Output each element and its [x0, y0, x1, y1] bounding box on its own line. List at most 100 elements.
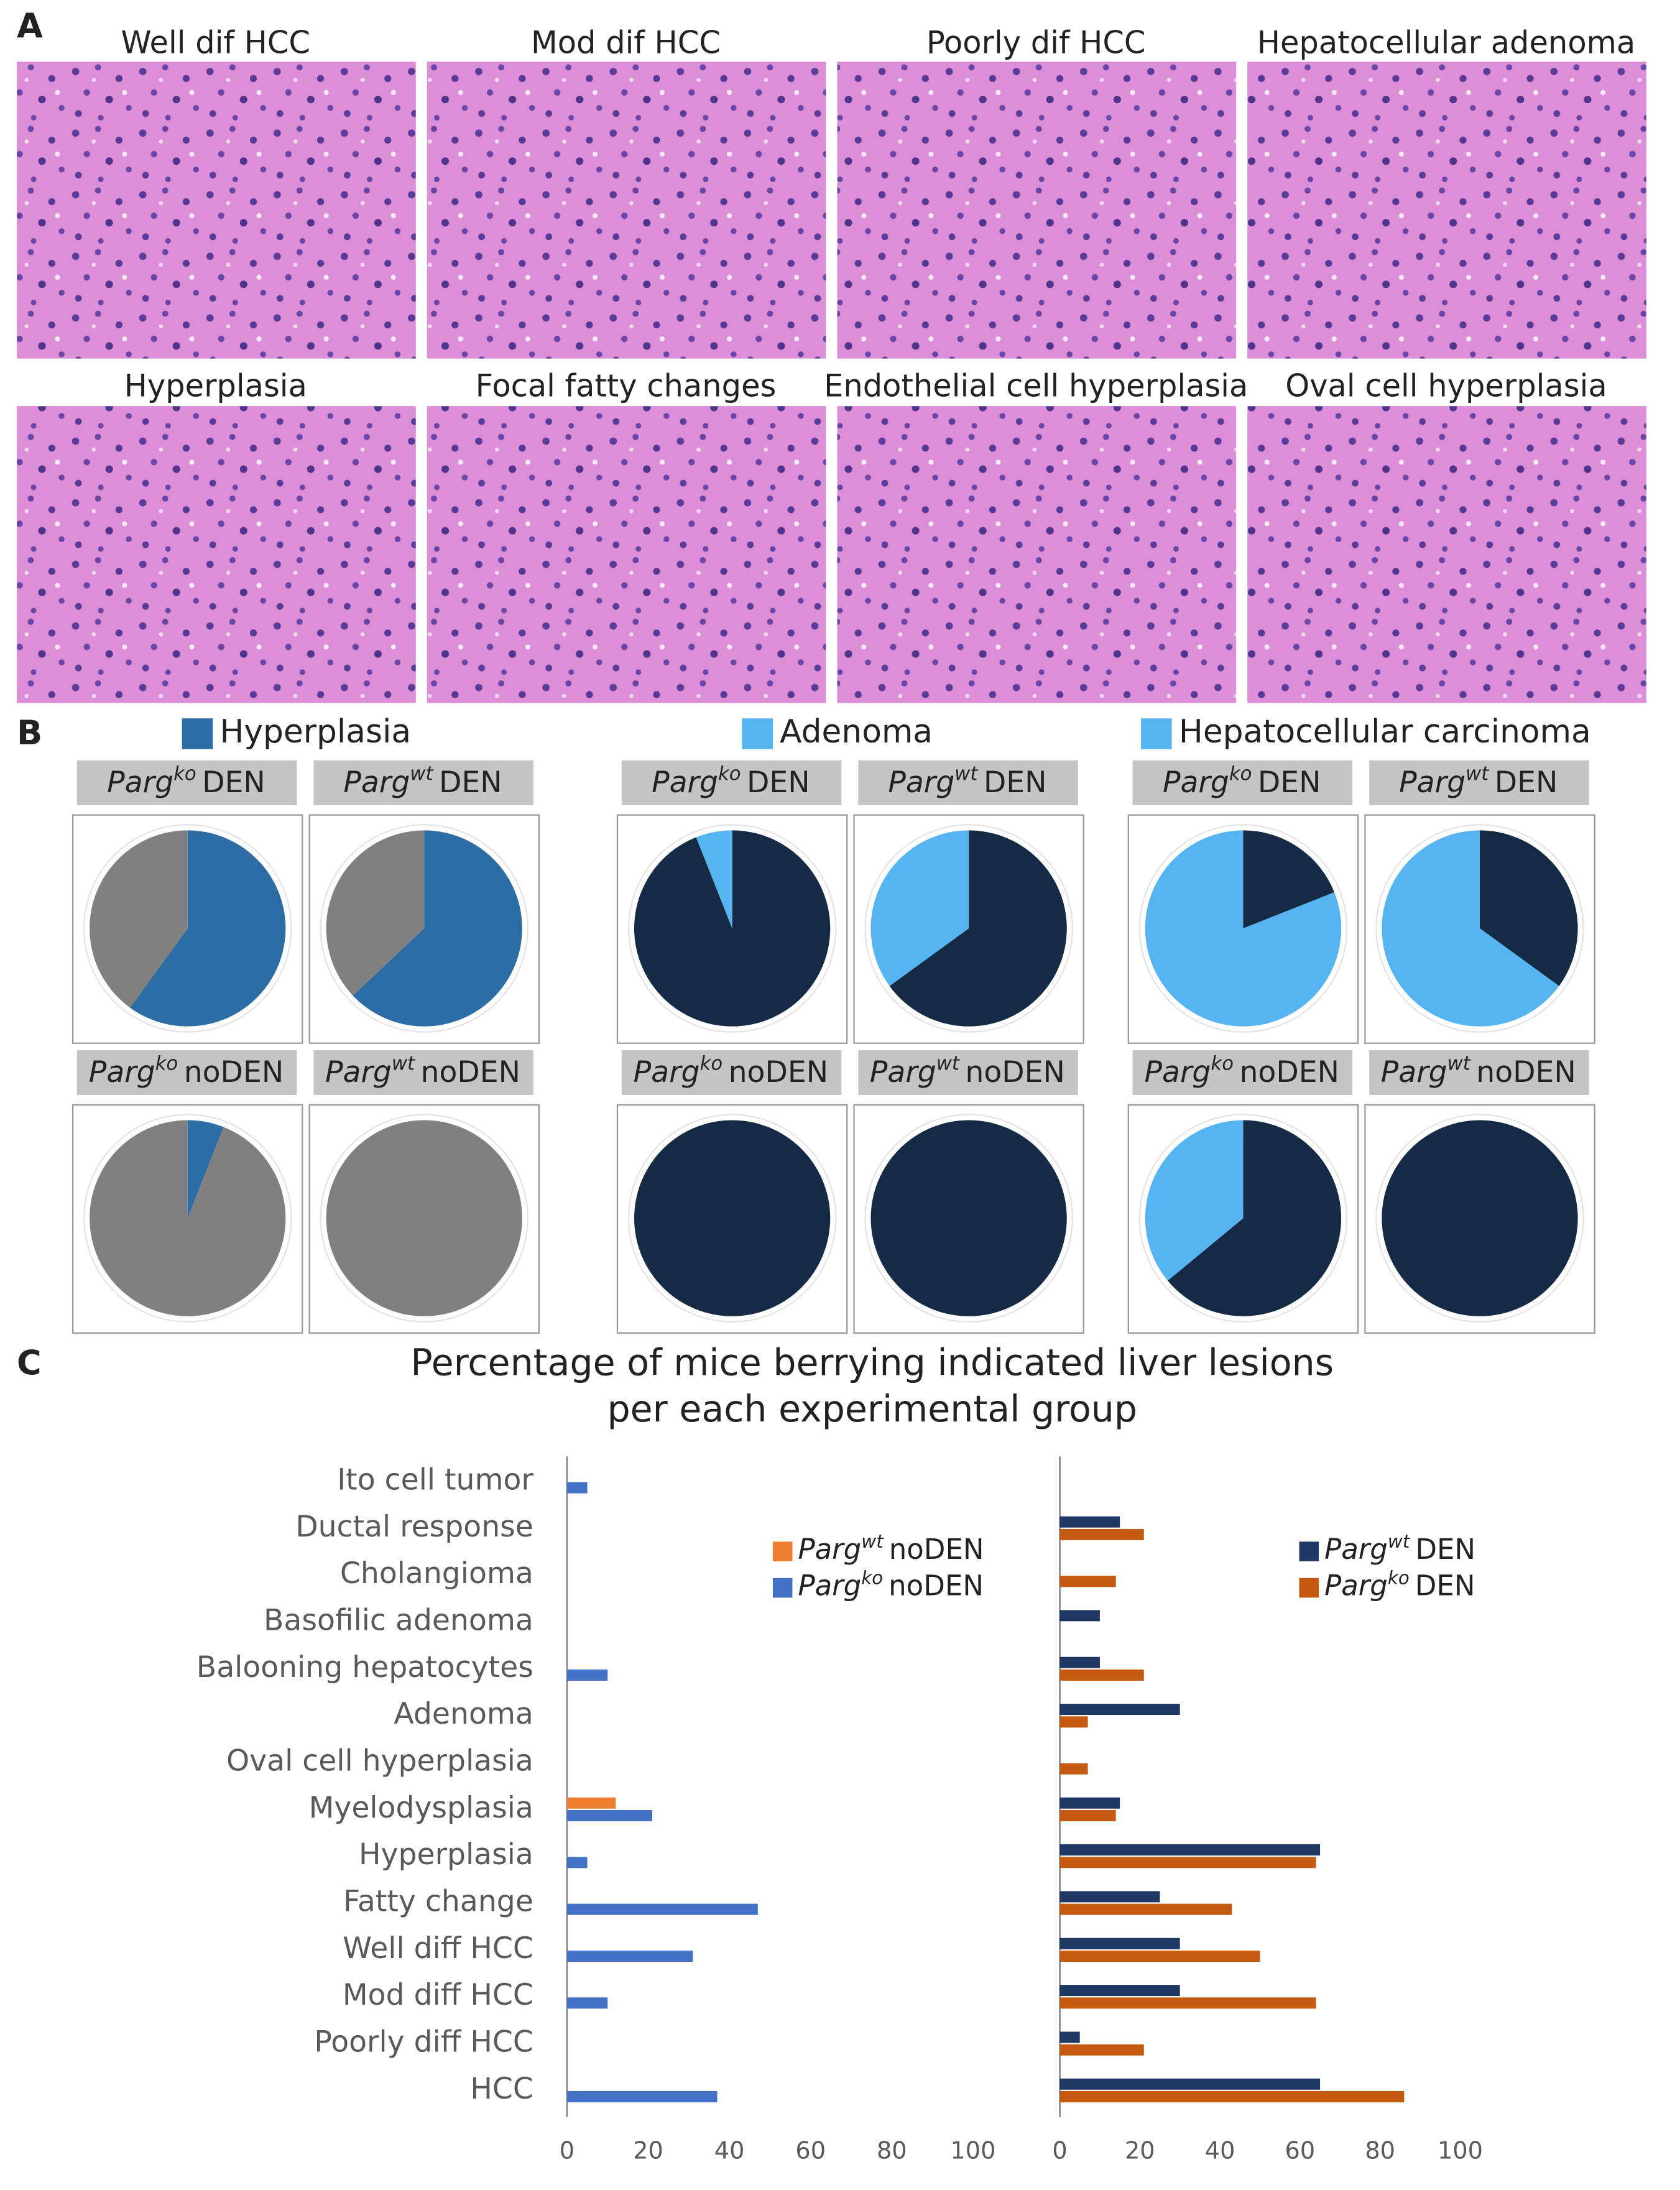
pie-slice [326, 1120, 522, 1316]
image-label: Hyperplasia [124, 367, 307, 404]
category-label: Ductal response [295, 1510, 533, 1544]
treatment: DEN [1258, 765, 1321, 800]
gene: Parg [1324, 1533, 1388, 1566]
x-tick-label: 100 [1438, 2137, 1483, 2165]
pie-slice [353, 830, 522, 1027]
bar [566, 1482, 588, 1494]
treatment: noDEN [888, 1569, 984, 1602]
gene: Parg [325, 1055, 392, 1089]
category-label: Balooning hepatocytes [196, 1650, 533, 1684]
pie-guide [83, 824, 292, 1033]
genotype: ko [861, 1567, 883, 1588]
image-label: Mod dif HCC [531, 25, 721, 61]
histology-image [17, 406, 416, 703]
bar [1059, 2031, 1080, 2043]
pie-slice [634, 1120, 831, 1316]
pie-guide [627, 824, 837, 1033]
pie-guide [864, 824, 1073, 1033]
pie-slice [634, 830, 831, 1027]
x-tick-label: 80 [877, 2137, 907, 2165]
image-label: Hepatocellular adenoma [1257, 25, 1635, 61]
genotype: wt [954, 762, 978, 785]
legend-swatch [1299, 1578, 1319, 1598]
pie-slice [90, 830, 188, 1008]
category-label: Oval cell hyperplasia [226, 1744, 533, 1778]
treatment: DEN [1495, 765, 1558, 800]
genotype: ko [155, 1052, 178, 1074]
histology-image [837, 62, 1237, 359]
image-label: Focal fatty changes [476, 367, 777, 404]
bar [1059, 1857, 1316, 1869]
chart-title: per each experimental group [607, 1388, 1138, 1430]
gene: Parg [870, 1055, 936, 1089]
image-label: Poorly dif HCC [926, 25, 1146, 61]
legend-swatch [742, 718, 773, 749]
pie-guide [1138, 1114, 1348, 1323]
treatment: noDEN [1239, 1055, 1339, 1089]
legend-swatch [182, 718, 213, 749]
pie-slice [1145, 830, 1342, 1027]
label-box [858, 1050, 1078, 1095]
bar [1059, 1763, 1088, 1775]
pie-slice [130, 830, 286, 1027]
label-box [313, 760, 533, 805]
histology-image [1247, 62, 1646, 359]
genotype: wt [936, 1052, 960, 1074]
bar [566, 2091, 718, 2103]
category-label: Ito cell tumor [337, 1462, 533, 1497]
bar [1059, 1891, 1160, 1903]
group-label: Pargwt DEN [888, 762, 1046, 800]
category-label: Well diff HCC [343, 1931, 533, 1966]
category-label: Hyperplasia [359, 1837, 533, 1872]
panel-label: A [17, 6, 43, 45]
bar [1059, 1576, 1116, 1587]
genotype: wt [1388, 1531, 1411, 1552]
treatment: noDEN [184, 1055, 284, 1089]
gene: Parg [1163, 765, 1229, 800]
bar [1059, 1997, 1316, 2009]
treatment: noDEN [1476, 1055, 1576, 1089]
genotype: ko [1229, 762, 1252, 785]
genotype: ko [700, 1052, 723, 1074]
group-label: Pargko noDEN [798, 1567, 984, 1602]
genotype: wt [1465, 762, 1489, 785]
label-box [76, 760, 297, 805]
label-box [621, 760, 842, 805]
legend-swatch [1299, 1541, 1319, 1561]
label-box [1132, 1050, 1353, 1095]
image-label: Endothelial cell hyperplasia [824, 367, 1248, 404]
gene: Parg [634, 1055, 700, 1089]
label-box [858, 760, 1078, 805]
treatment: DEN [984, 765, 1047, 800]
bar [1059, 2091, 1405, 2103]
genotype: ko [1211, 1052, 1234, 1074]
genotype: wt [861, 1531, 884, 1552]
pie-slice [326, 830, 425, 996]
pie-guide [864, 1114, 1073, 1323]
x-tick-label: 40 [714, 2137, 745, 2165]
pie-slice [889, 830, 1067, 1027]
pie-guide [320, 1114, 529, 1323]
bar [566, 1903, 758, 1915]
group-label: Pargwt DEN [1324, 1531, 1475, 1566]
pie-guide [1138, 824, 1348, 1033]
gene: Parg [107, 765, 173, 800]
label-box [1369, 1050, 1589, 1095]
pie-guide [627, 1114, 837, 1323]
histology-image [1247, 406, 1646, 703]
label-box [313, 1050, 533, 1095]
pie-slice [187, 1120, 224, 1219]
gene: Parg [888, 765, 954, 800]
category-label: HCC [470, 2072, 533, 2106]
genotype: ko [1388, 1567, 1410, 1588]
group-label: Pargwt noDEN [798, 1531, 984, 1566]
x-tick-label: 100 [950, 2137, 995, 2165]
gene: Parg [1399, 765, 1465, 800]
pie-slice [1382, 1120, 1578, 1316]
gene: Parg [89, 1055, 155, 1089]
bar [1059, 1704, 1180, 1716]
bar [1059, 1528, 1144, 1540]
treatment: DEN [439, 765, 502, 800]
treatment: DEN [1415, 1533, 1475, 1566]
